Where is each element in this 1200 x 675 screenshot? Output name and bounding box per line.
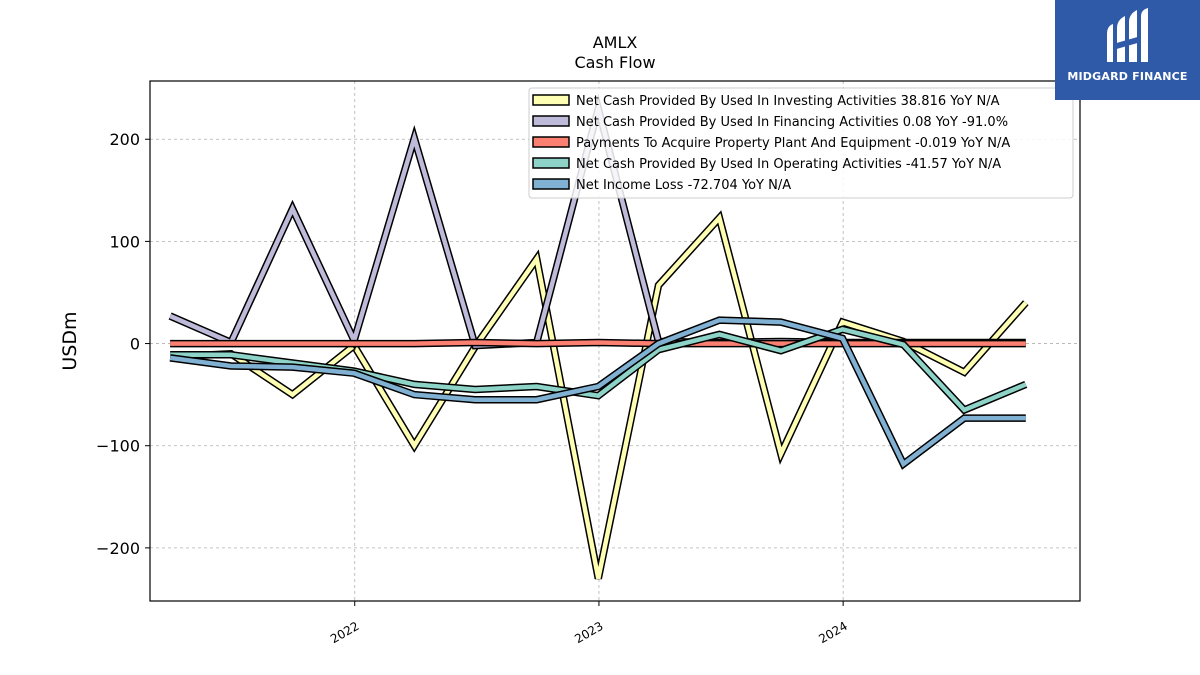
brand-logo: MIDGARD FINANCE: [1055, 0, 1200, 100]
y-axis-label: USDm: [59, 311, 81, 370]
y-tick-label: 100: [109, 232, 140, 251]
legend: Net Cash Provided By Used In Investing A…: [528, 87, 1074, 199]
legend-entry: Net Cash Provided By Used In Financing A…: [576, 115, 1008, 130]
legend-entry: Net Cash Provided By Used In Investing A…: [576, 94, 1000, 109]
series-lines: [168, 93, 1029, 580]
series-line-4: [169, 317, 1026, 468]
chart-subtitle: Cash Flow: [574, 53, 655, 72]
legend-swatch: [532, 115, 570, 127]
plot-frame: [149, 80, 1081, 602]
series-line-0: [169, 213, 1028, 579]
legend-swatch: [532, 136, 570, 148]
legend-entry: Net Cash Provided By Used In Operating A…: [576, 157, 1001, 172]
legend-box: [528, 87, 1074, 199]
midgard-logo-icon: [1107, 8, 1148, 62]
legend-swatch: [532, 94, 570, 106]
y-tick-label: 0: [130, 335, 140, 354]
brand-name: MIDGARD FINANCE: [1067, 70, 1188, 83]
legend-entry: Payments To Acquire Property Plant And E…: [576, 136, 1010, 151]
x-tick-label: 2022: [328, 619, 361, 646]
series-line-2: [170, 340, 1026, 346]
chart-title: AMLX: [593, 33, 638, 52]
legend-swatch: [532, 178, 570, 190]
legend-entry: Net Income Loss -72.704 YoY N/A: [576, 178, 791, 193]
x-tick-label: 2023: [572, 619, 605, 646]
y-tick-label: −200: [96, 539, 140, 558]
y-tick-label: −100: [96, 437, 140, 456]
y-tick-label: 200: [109, 130, 140, 149]
x-tick-label: 2024: [816, 619, 849, 646]
legend-swatch: [532, 157, 570, 169]
